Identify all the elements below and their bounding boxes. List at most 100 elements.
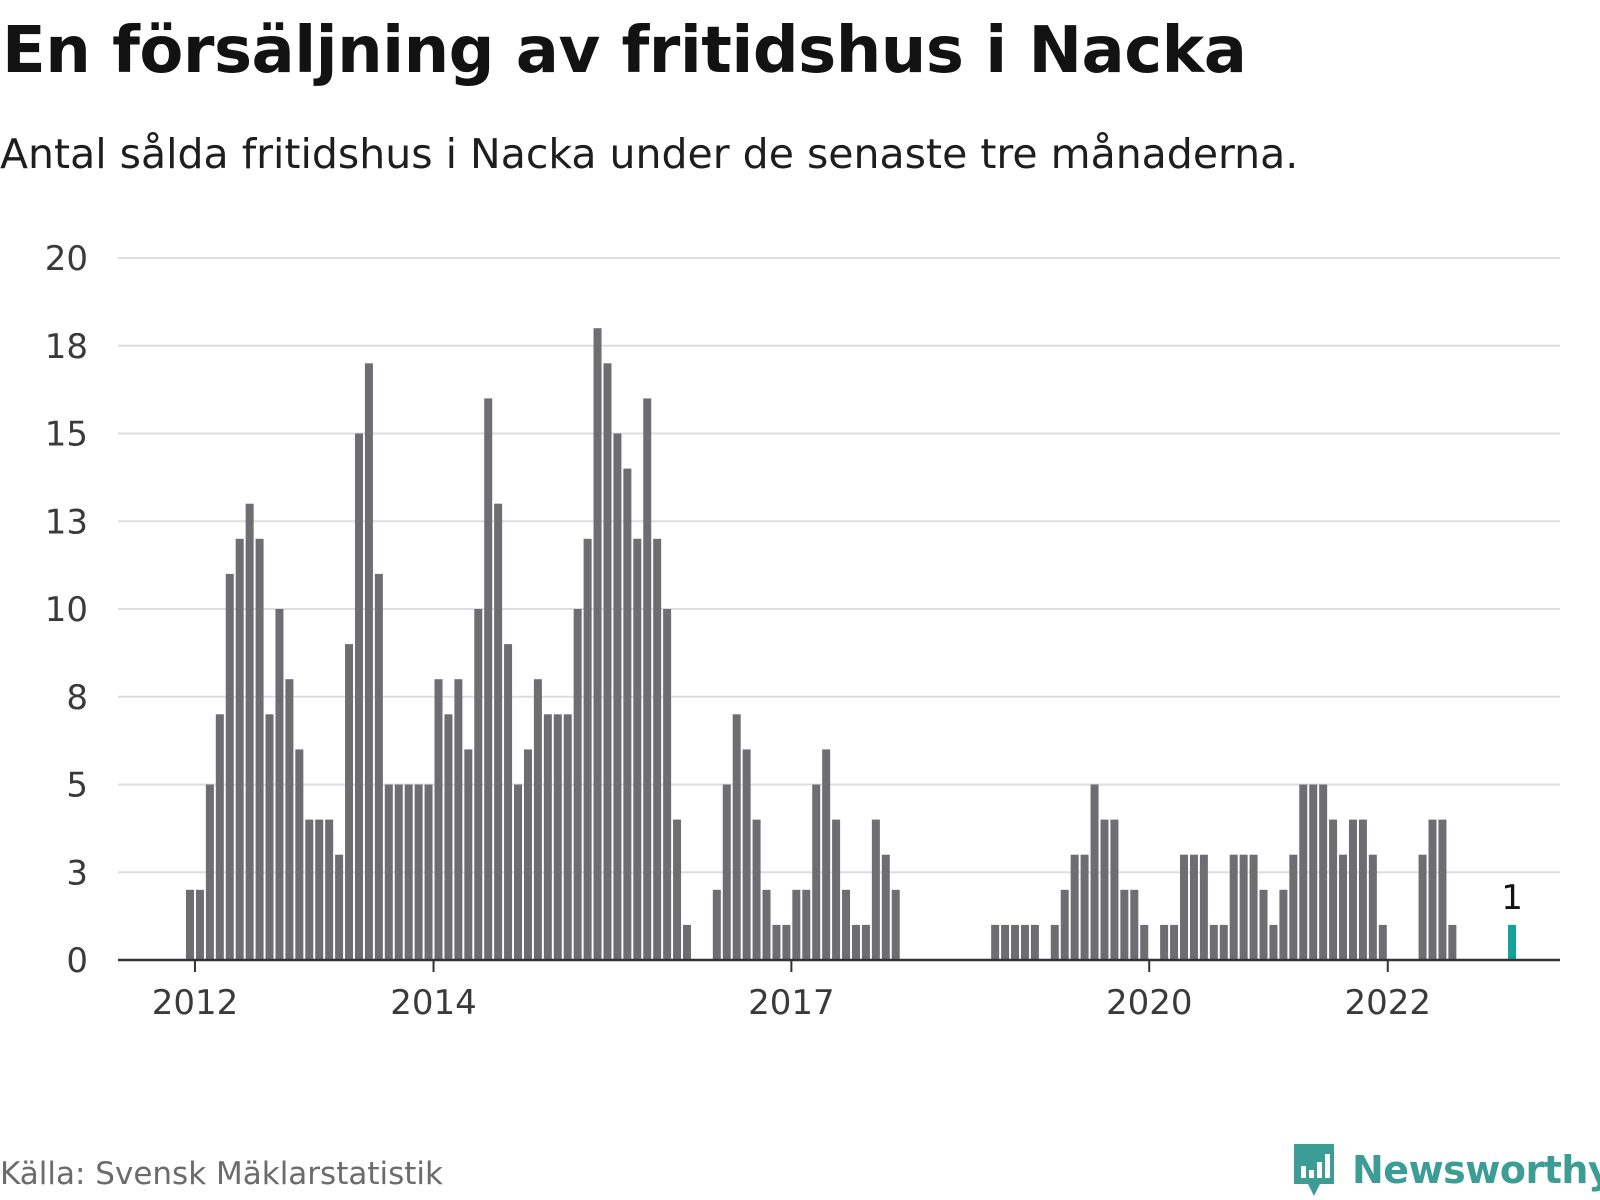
x-tick-label: 2014 <box>390 983 477 1023</box>
bar <box>1269 924 1278 960</box>
data-label: 1 <box>1501 878 1523 918</box>
brand-name: Newsworthy <box>1352 1148 1600 1192</box>
bar <box>653 538 662 960</box>
bar <box>1050 924 1059 960</box>
bar <box>484 398 493 960</box>
bar <box>295 749 304 960</box>
bar <box>782 924 791 960</box>
bar <box>1279 889 1288 960</box>
bar <box>891 889 900 960</box>
bar <box>712 889 721 960</box>
bar <box>285 679 294 960</box>
bar <box>1160 924 1169 960</box>
bar <box>1180 854 1188 960</box>
bar <box>1100 819 1109 960</box>
bar <box>613 433 622 960</box>
x-tick-label: 2017 <box>748 983 835 1023</box>
bar <box>195 889 204 960</box>
bar <box>504 644 513 960</box>
bar <box>1229 854 1238 960</box>
bar <box>434 679 443 960</box>
bar <box>335 854 344 960</box>
bar <box>842 889 851 960</box>
bar <box>474 609 483 960</box>
bar <box>305 819 314 960</box>
bar <box>245 503 254 960</box>
bar <box>633 538 642 960</box>
bar <box>374 573 383 960</box>
newsworthy-logo-icon <box>1294 1144 1334 1196</box>
bar <box>1070 854 1079 960</box>
bar <box>1199 854 1208 960</box>
bar <box>792 889 801 960</box>
y-tick-label: 10 <box>45 590 88 630</box>
y-tick-label: 3 <box>66 853 88 893</box>
bar <box>1299 784 1308 960</box>
bar <box>543 714 552 960</box>
bar <box>643 398 652 960</box>
bar <box>454 679 463 960</box>
y-tick-label: 18 <box>45 327 88 367</box>
bar <box>354 433 363 960</box>
bar <box>404 784 413 960</box>
bar <box>583 538 592 960</box>
bar <box>683 924 691 960</box>
bar <box>1368 854 1377 960</box>
bar <box>1130 889 1139 960</box>
y-tick-label: 13 <box>45 502 88 542</box>
x-tick-label: 2020 <box>1106 983 1193 1023</box>
x-axis-labels: 2012 2014 2017 2020 2022 <box>152 960 1431 1023</box>
bar <box>1418 854 1427 960</box>
bar <box>603 363 612 960</box>
bar <box>1080 854 1089 960</box>
bar <box>523 749 532 960</box>
bar <box>573 609 582 960</box>
bar-highlight <box>1508 924 1517 960</box>
bar <box>1219 924 1228 960</box>
bar <box>802 889 811 960</box>
chart-title: En försäljning av fritidshus i Nacka <box>2 14 1247 88</box>
bar <box>1358 819 1367 960</box>
bar <box>593 328 602 960</box>
bar <box>1020 924 1029 960</box>
bar <box>364 363 373 960</box>
bar <box>861 924 870 960</box>
bar <box>235 538 244 960</box>
bar <box>1120 889 1129 960</box>
bar <box>772 924 781 960</box>
bar <box>255 538 264 960</box>
bar <box>1378 924 1387 960</box>
bar <box>1239 854 1248 960</box>
bar <box>742 749 751 960</box>
bar-chart: 0 3 5 8 10 13 15 18 20 2012 2014 2017 2020 2022 1 <box>45 239 1560 1023</box>
bar <box>1259 889 1268 960</box>
bar <box>1319 784 1328 960</box>
bar <box>1140 924 1149 960</box>
bar <box>494 503 503 960</box>
annotations: 1 <box>1498 875 1526 921</box>
bar <box>1030 924 1039 960</box>
y-tick-label: 20 <box>45 239 88 279</box>
source-note: Källa: Svensk Mäklarstatistik <box>0 1156 443 1192</box>
bar <box>265 714 274 960</box>
bar <box>1011 924 1020 960</box>
gridlines <box>118 257 1560 874</box>
bars <box>186 328 1517 960</box>
bar <box>533 679 542 960</box>
bar <box>623 468 632 960</box>
x-tick-label: 2012 <box>152 983 239 1023</box>
bar <box>732 714 741 960</box>
bar <box>1289 854 1298 960</box>
bar <box>394 784 403 960</box>
y-tick-label: 15 <box>45 415 88 455</box>
bar <box>1110 819 1119 960</box>
bar <box>871 819 880 960</box>
bar <box>1001 924 1010 960</box>
bar <box>424 784 433 960</box>
bar <box>752 819 761 960</box>
bar <box>553 714 562 960</box>
bar <box>325 819 334 960</box>
bar <box>384 784 393 960</box>
bar <box>1060 889 1069 960</box>
bar <box>851 924 860 960</box>
